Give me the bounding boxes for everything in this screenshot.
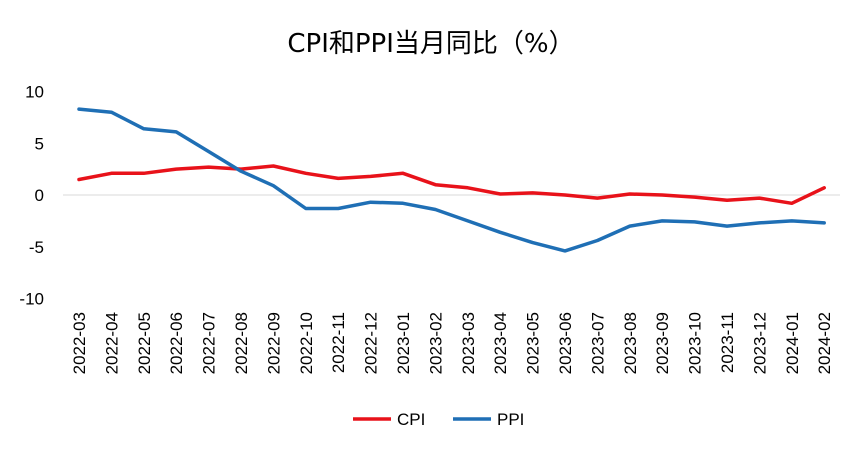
x-tick-label: 2023-07	[588, 312, 607, 374]
x-tick-label: 2022-09	[264, 312, 283, 374]
x-tick-label: 2022-07	[200, 312, 219, 374]
x-tick-label: 2023-03	[459, 312, 478, 374]
x-tick-label: 2022-06	[167, 312, 186, 374]
x-tick-label: 2024-01	[783, 312, 802, 374]
series-line-cpi	[77, 164, 826, 206]
x-tick-label: 2022-11	[329, 312, 348, 373]
y-tick-label: 10	[25, 83, 44, 102]
x-tick-label: 2022-10	[297, 312, 316, 374]
x-tick-label: 2022-12	[362, 312, 381, 374]
x-tick-label: 2023-11	[718, 312, 737, 373]
chart-title: CPI和PPI当月同比（%）	[287, 29, 574, 59]
x-tick-label: 2023-10	[686, 312, 705, 374]
x-tick-label: 2024-02	[815, 312, 834, 374]
x-tick-label: 2023-02	[426, 312, 445, 374]
x-tick-label: 2023-06	[556, 312, 575, 374]
legend-label-ppi: PPI	[497, 410, 524, 429]
x-tick-label: 2022-05	[135, 312, 154, 374]
y-axis-ticks: 10 5 0 -5 -10	[19, 83, 44, 309]
x-tick-label: 2023-04	[491, 312, 510, 374]
series-line-ppi	[77, 107, 826, 253]
x-tick-label: 2022-08	[232, 312, 251, 374]
y-tick-label: -10	[19, 290, 44, 309]
x-tick-label: 2023-08	[621, 312, 640, 374]
legend-label-cpi: CPI	[397, 410, 425, 429]
y-tick-label: -5	[29, 238, 44, 257]
y-tick-label: 5	[35, 134, 44, 153]
x-tick-label: 2023-05	[524, 312, 543, 374]
x-tick-label: 2023-12	[750, 312, 769, 374]
y-tick-label: 0	[35, 186, 44, 205]
x-tick-label: 2022-04	[102, 312, 121, 374]
x-tick-label: 2023-01	[394, 312, 413, 374]
x-tick-label: 2023-09	[653, 312, 672, 374]
x-axis-ticks: 2022-03 2022-04 2022-05 2022-06 2022-07 2022-…	[70, 312, 834, 374]
x-tick-label: 2022-03	[70, 312, 89, 374]
legend: CPI PPI	[353, 410, 524, 429]
series-layer	[77, 107, 826, 253]
